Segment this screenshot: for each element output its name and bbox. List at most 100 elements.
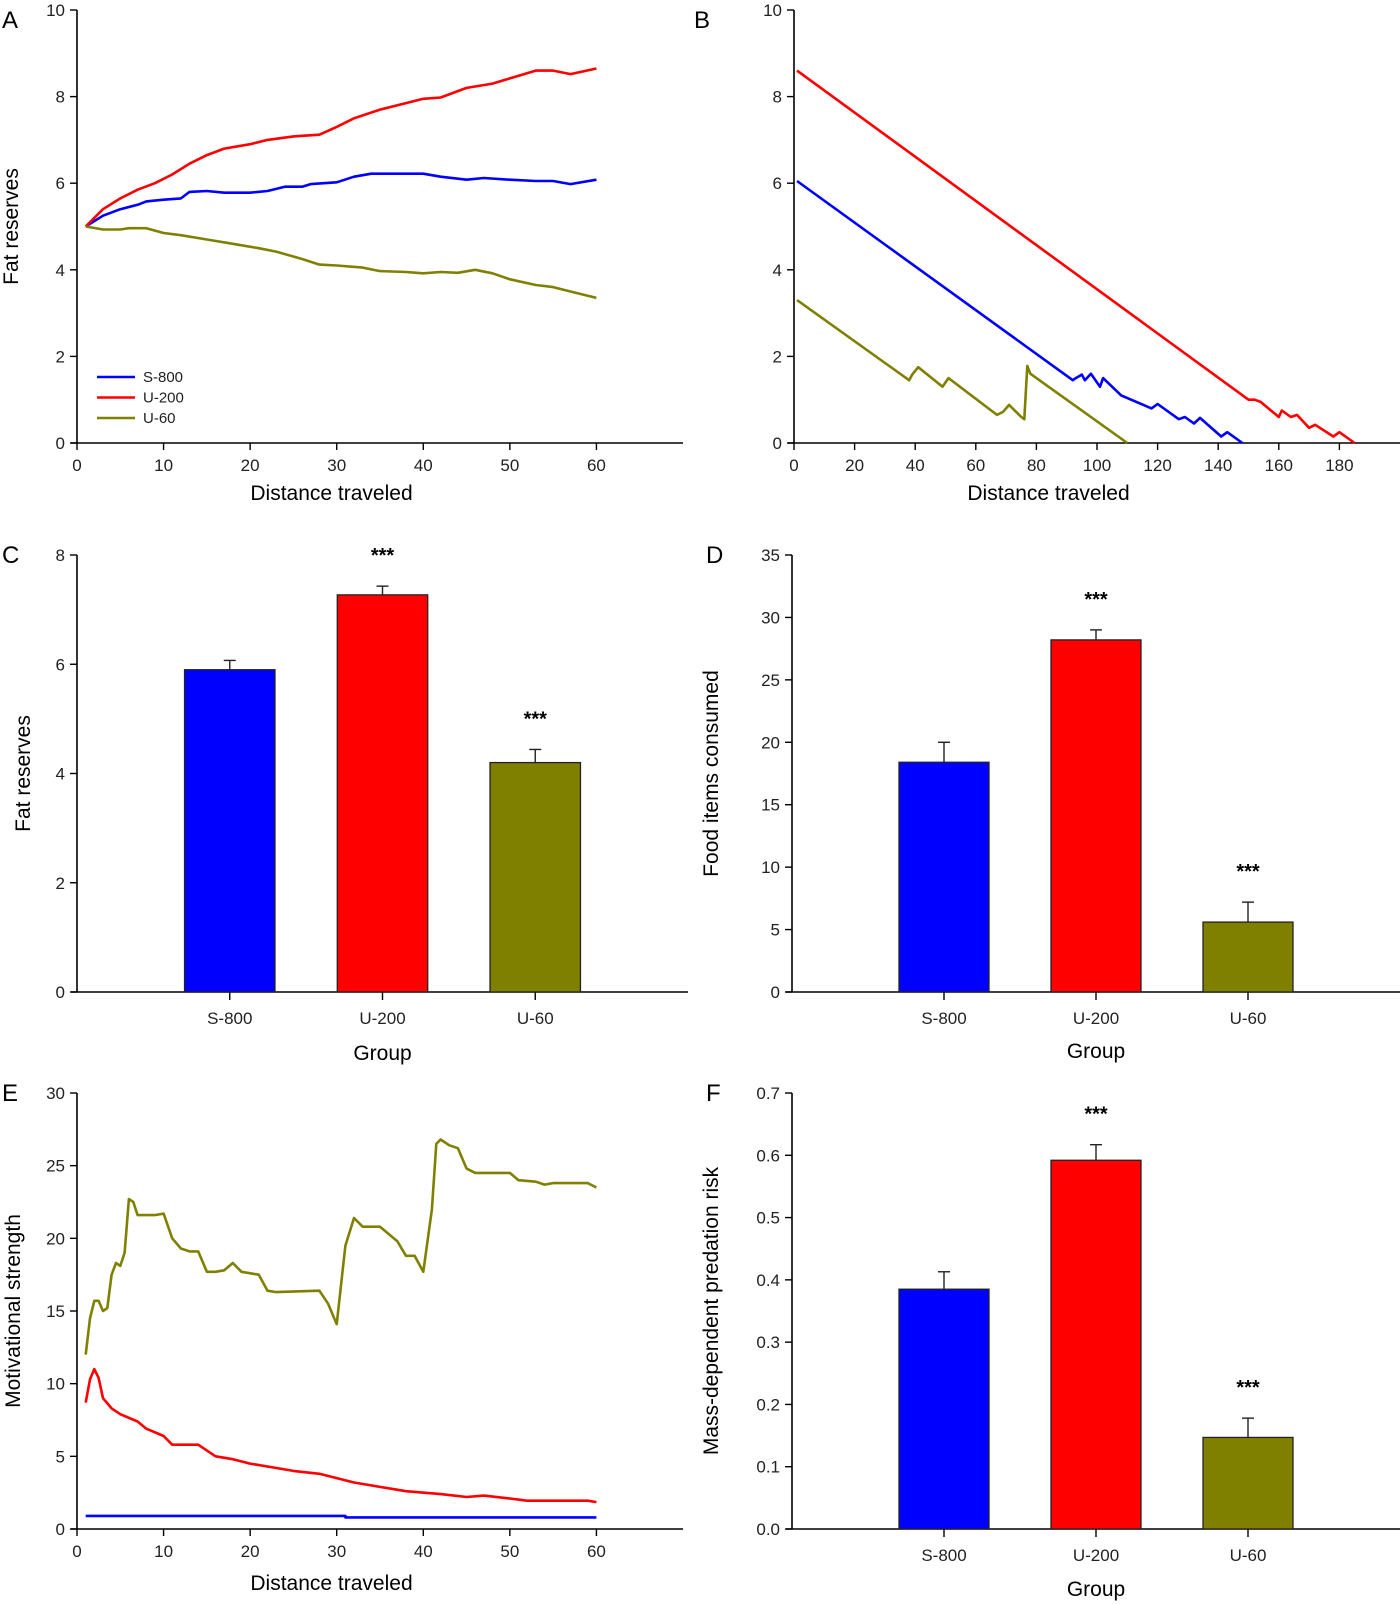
x-axis-title: Group — [353, 1042, 411, 1065]
category-label: U-60 — [1230, 1009, 1267, 1028]
series-line-u-60 — [796, 299, 1129, 445]
y-tick-label: 0 — [773, 434, 782, 453]
y-tick-label: 0.5 — [756, 1209, 780, 1228]
series-line-u-200 — [84, 67, 597, 228]
y-tick-label: 0.7 — [756, 1084, 780, 1103]
y-tick-label: 0.0 — [756, 1520, 780, 1539]
category-label: U-200 — [1073, 1009, 1119, 1028]
y-tick-label: 35 — [761, 546, 780, 565]
x-tick-label: 60 — [587, 1542, 606, 1561]
y-tick-label: 6 — [56, 655, 65, 674]
y-tick-label: 25 — [761, 671, 780, 690]
y-tick-label: 8 — [56, 88, 65, 107]
x-tick-label: 10 — [154, 1542, 173, 1561]
panel-c: C 0 2 4 6 8 Fat reserves S-800 *** U-200 *** U-60 Gr… — [2, 542, 688, 1065]
x-tick-label: 120 — [1143, 456, 1171, 475]
y-axis-title: Fat reserves — [0, 168, 23, 285]
y-tick-label: 0.4 — [756, 1271, 780, 1290]
panel-letter: C — [2, 542, 19, 569]
y-axis-title: Fat reserves — [12, 715, 35, 832]
y-tick-label: 0.6 — [756, 1146, 780, 1165]
y-tick-label: 0 — [56, 983, 65, 1002]
bar-u-200 — [1050, 1159, 1142, 1530]
bar-s-800 — [183, 669, 276, 993]
legend-label: U-60 — [143, 410, 176, 427]
y-tick-label: 6 — [773, 174, 782, 193]
x-tick-label: 50 — [500, 456, 519, 475]
bar-u-60 — [1202, 1436, 1294, 1530]
significance-marker: *** — [371, 545, 395, 567]
x-tick-label: 0 — [72, 1542, 81, 1561]
panel-a: A 0 2 4 6 8 10 Fat reserves 0 10 20 30 40 50 60 S-800 U-… — [0, 1, 683, 505]
y-tick-label: 5 — [771, 921, 780, 940]
panel-e: E 0 5 10 15 20 25 30 Motivational strength 0 10 20 3… — [2, 1080, 683, 1595]
y-tick-label: 2 — [56, 874, 65, 893]
y-axis-title: Food items consumed — [700, 670, 723, 877]
series-line-u-60 — [85, 225, 597, 300]
panel-letter: A — [2, 7, 18, 34]
x-tick-label: 20 — [241, 1542, 260, 1561]
significance-marker: *** — [524, 708, 548, 730]
category-label: S-800 — [207, 1009, 252, 1028]
y-tick-label: 30 — [761, 608, 780, 627]
x-tick-label: 60 — [587, 456, 606, 475]
y-tick-label: 10 — [46, 1, 65, 20]
panel-letter: E — [2, 1080, 18, 1107]
legend-label: S-800 — [143, 369, 183, 386]
x-tick-label: 30 — [327, 456, 346, 475]
bar-u-200 — [1050, 639, 1142, 993]
x-tick-label: 180 — [1325, 456, 1353, 475]
y-tick-label: 6 — [56, 174, 65, 193]
category-label: S-800 — [921, 1546, 966, 1565]
y-tick-label: 2 — [773, 347, 782, 366]
x-tick-label: 0 — [789, 456, 798, 475]
category-label: U-200 — [1073, 1546, 1119, 1565]
y-tick-label: 10 — [763, 1, 782, 20]
y-tick-label: 5 — [56, 1447, 65, 1466]
x-tick-label: 50 — [500, 1542, 519, 1561]
y-axis-title: Motivational strength — [2, 1214, 25, 1408]
category-label: S-800 — [921, 1009, 966, 1028]
category-label: U-60 — [517, 1009, 554, 1028]
y-tick-label: 25 — [46, 1157, 65, 1176]
series-line-u-60 — [84, 1138, 597, 1355]
y-tick-label: 0 — [56, 1520, 65, 1539]
series-line-s-800 — [85, 172, 597, 228]
panel-letter: F — [706, 1080, 721, 1107]
series-line-u-200 — [796, 69, 1356, 445]
x-tick-label: 40 — [414, 456, 433, 475]
x-axis-title: Group — [1067, 1578, 1125, 1601]
bar-u-200 — [336, 594, 429, 993]
y-tick-label: 0.2 — [756, 1395, 780, 1414]
y-tick-label: 20 — [761, 733, 780, 752]
bar-u-60 — [489, 761, 582, 993]
significance-marker: *** — [1084, 1104, 1108, 1126]
x-tick-label: 100 — [1083, 456, 1111, 475]
y-tick-label: 10 — [46, 1375, 65, 1394]
x-axis-title: Distance traveled — [250, 482, 412, 505]
y-tick-label: 8 — [56, 546, 65, 565]
x-tick-label: 20 — [845, 456, 864, 475]
x-tick-label: 30 — [327, 1542, 346, 1561]
x-tick-label: 160 — [1265, 456, 1293, 475]
panel-d: D 0 5 10 15 20 25 30 35 Food items consumed S-800 *… — [700, 542, 1400, 1063]
y-tick-label: 4 — [56, 765, 65, 784]
bar-s-800 — [898, 761, 990, 993]
y-tick-label: 15 — [46, 1302, 65, 1321]
panel-letter: D — [706, 542, 723, 569]
significance-marker: *** — [1236, 861, 1260, 883]
significance-marker: *** — [1084, 589, 1108, 611]
series-line-s-800 — [85, 1514, 597, 1519]
series-line-s-800 — [796, 179, 1244, 445]
category-label: U-200 — [359, 1009, 405, 1028]
y-tick-label: 30 — [46, 1084, 65, 1103]
y-tick-label: 2 — [56, 347, 65, 366]
x-axis-title: Distance traveled — [250, 1572, 412, 1595]
x-tick-label: 40 — [906, 456, 925, 475]
series-line-u-200 — [84, 1367, 597, 1504]
y-tick-label: 4 — [56, 261, 65, 280]
y-tick-label: 0.3 — [756, 1333, 780, 1352]
x-tick-label: 140 — [1204, 456, 1232, 475]
panel-f: F 0.0 0.1 0.2 0.3 0.4 0.5 0.6 0.7 Mass-dependent … — [700, 1080, 1400, 1601]
